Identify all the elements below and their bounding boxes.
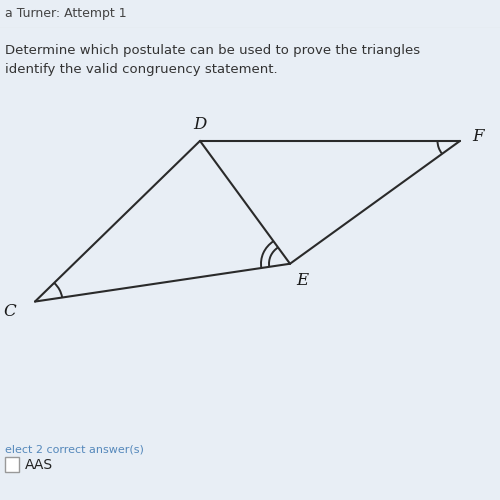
Bar [5,458,19,471]
Text: elect 2 correct answer(s): elect 2 correct answer(s) [5,444,144,454]
Text: D: D [194,116,206,133]
Text: a Turner: Attempt 1: a Turner: Attempt 1 [5,7,126,20]
Text: AAS: AAS [25,458,53,471]
Text: Determine which postulate can be used to prove the triangles: Determine which postulate can be used to… [5,44,420,57]
Text: C: C [4,302,16,320]
Text: F: F [472,128,484,144]
Text: E: E [296,272,308,289]
Text: identify the valid congruency statement.: identify the valid congruency statement. [5,63,278,76]
